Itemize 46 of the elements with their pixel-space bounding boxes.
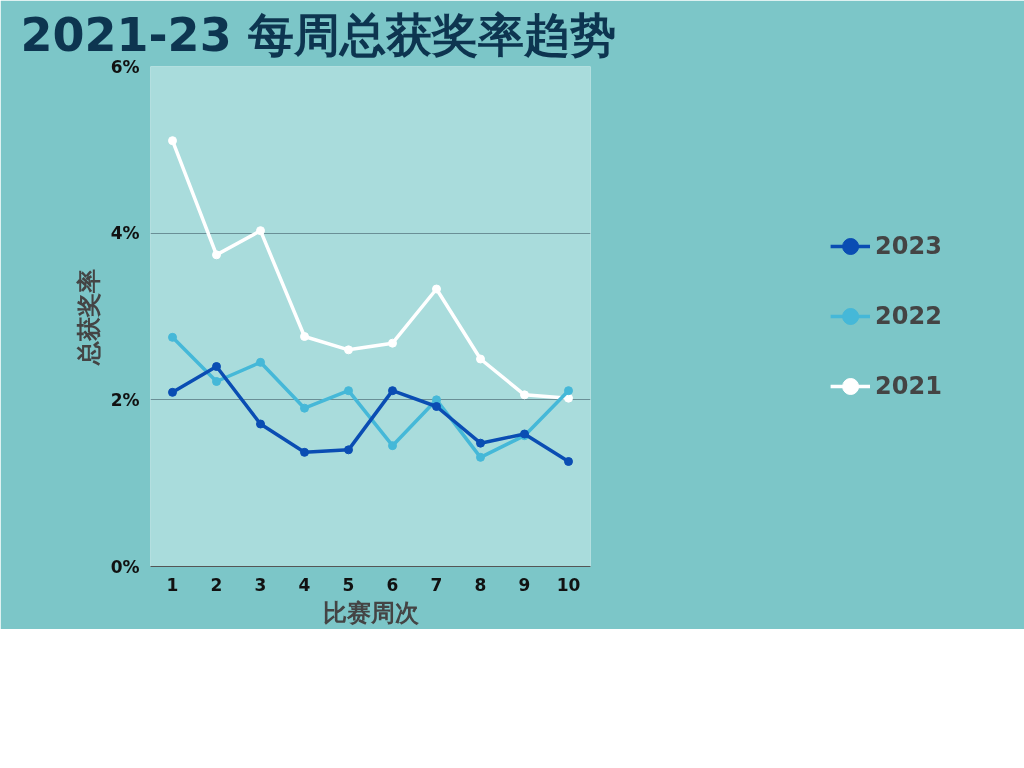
x-tick-label: 10	[556, 574, 581, 595]
y-tick-label: 4%	[110, 223, 140, 244]
legend-label: 2022	[875, 302, 942, 330]
point	[168, 136, 177, 146]
point	[564, 457, 573, 466]
point	[344, 386, 353, 396]
point	[344, 345, 353, 355]
point	[256, 357, 265, 367]
x-tick-label: 5	[342, 574, 355, 595]
point	[300, 447, 309, 457]
x-tick-label: 6	[386, 574, 399, 595]
point	[212, 250, 221, 260]
x-tick-label: 4	[298, 574, 311, 595]
x-tick-label: 2	[210, 574, 223, 595]
y-tick-label: 6%	[110, 56, 140, 77]
x-tick-label: 9	[518, 574, 531, 595]
x-tick-label: 3	[254, 574, 267, 595]
x-tick-label: 8	[474, 574, 487, 595]
point	[168, 332, 177, 342]
y-tick-label: 0%	[110, 556, 140, 577]
x-tick-label: 1	[166, 574, 179, 595]
point	[564, 393, 573, 403]
y-axis-title: 总获奖率	[74, 268, 103, 366]
point	[476, 452, 485, 462]
point	[300, 403, 309, 413]
point	[388, 441, 397, 451]
point	[564, 386, 573, 396]
point	[388, 386, 397, 396]
point	[432, 284, 441, 294]
point	[388, 338, 397, 348]
point	[344, 445, 353, 455]
point	[300, 332, 309, 341]
point	[256, 226, 265, 236]
x-tick-label: 7	[430, 574, 443, 595]
point	[212, 362, 221, 371]
point	[256, 419, 265, 429]
point	[168, 387, 177, 397]
y-tick-label: 2%	[110, 389, 140, 410]
x-axis-title: 比赛周次	[322, 598, 420, 627]
legend-label: 2023	[875, 232, 942, 260]
point	[476, 354, 485, 364]
legend-label: 2021	[875, 372, 942, 400]
point	[432, 402, 441, 411]
point	[476, 438, 485, 448]
point	[520, 390, 529, 400]
point	[212, 377, 221, 386]
